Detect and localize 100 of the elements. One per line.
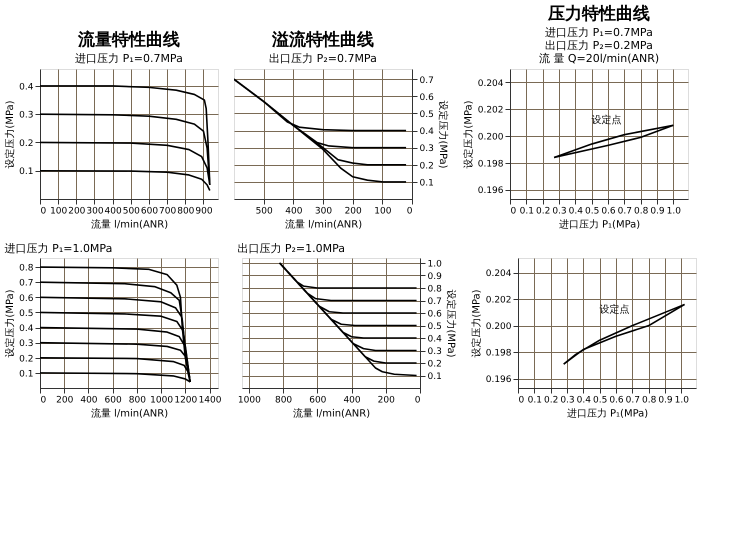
x-tick-label: 300 [314,206,332,216]
x-tick-label: 900 [195,206,213,216]
x-tick-label: 0.2 [536,206,550,216]
x-tick-label: 0 [406,206,413,216]
x-tick-label: 600 [104,396,122,406]
chart-title: 溢流特性曲线 [271,30,374,50]
x-axis-title: 流量 l/min(ANR) [90,408,168,420]
x-tick-label: 200 [68,206,86,216]
x-tick-label: 1400 [198,396,222,406]
x-tick-label: 0.1 [528,396,542,406]
y2-tick-label: 0.7 [428,297,442,307]
x-tick-label: 800 [128,396,146,406]
text: 出口压力 P₂=0.2MPa [545,39,653,52]
x-tick-label: 0.6 [609,396,624,406]
x-tick-label: 0.2 [544,396,558,406]
y2-tick-label: 0.3 [420,144,434,154]
x-tick-label: 0.8 [642,396,657,406]
x-tick-label: 1200 [174,396,198,406]
y-axis-title: 设定压力(MPa) [4,100,16,169]
y-tick-label: 0.202 [486,296,512,306]
y-tick-label: 0.6 [19,294,34,304]
x-tick-label: 0 [40,206,46,216]
y2-tick-label: 0.1 [420,178,434,188]
y2-axis-title: 设定压力(MPa) [444,289,457,358]
y2-tick-label: 0.4 [428,334,442,344]
y2-tick-label: 1.0 [428,260,442,270]
y-tick-label: 0.2 [19,354,34,364]
y2-tick-label: 0.6 [420,92,434,103]
y-tick-label: 0.2 [19,138,34,149]
chart-title: 压力特性曲线 [547,4,650,24]
x-tick-label: 0.5 [592,396,608,406]
x-tick-label: 0.3 [560,396,575,406]
x-tick-label: 500 [122,206,140,216]
y2-tick-label: 0.6 [428,310,442,320]
x-tick-label: 1000 [238,396,262,406]
y2-tick-label: 0.4 [420,127,434,138]
y-tick-label: 0.5 [19,308,34,319]
text: 进口压力 P₁=0.7MPa [545,26,653,39]
chart-subtitle: 出口压力 P₂=0.7MPa [269,52,377,65]
x-tick-label: 0.7 [626,396,640,406]
x-tick-label: 0 [518,396,524,406]
x-tick-label: 0.9 [658,396,673,406]
y2-tick-label: 0.2 [420,161,434,172]
x-tick-label: 1.0 [674,396,690,406]
x-tick-label: 1000 [150,396,174,406]
x-axis-title: 流量 l/min(ANR) [90,218,168,230]
x-tick-label: 600 [140,206,158,216]
y-tick-label: 0.196 [478,186,504,196]
y-tick-label: 0.4 [19,82,34,92]
x-tick-label: 600 [309,396,327,406]
chart-subtitle: 进口压力 P₁=1.0MPa [4,242,112,255]
y-axis-title: 设定压力(MPa) [462,100,475,169]
y2-tick-label: 0.5 [428,322,442,332]
y-tick-label: 0.1 [19,369,34,380]
x-tick-label: 0 [510,206,516,216]
y2-tick-label: 0.2 [428,360,442,370]
y-tick-label: 0.7 [19,278,34,289]
y2-tick-label: 0.8 [428,284,442,294]
y-axis-title: 设定压力(MPa) [4,289,16,358]
x-tick-label: 0.4 [568,206,584,216]
x-axis-title: 流量 l/min(ANR) [292,408,370,420]
x-tick-label: 800 [177,206,195,216]
y-tick-label: 0.8 [19,264,34,274]
x-tick-label: 0.3 [552,206,567,216]
x-tick-label: 400 [104,206,122,216]
y2-axis-title: 设定压力(MPa) [436,100,449,169]
y2-tick-label: 0.3 [428,347,442,357]
text: 流 量 Q=20l/min(ANR) [538,52,660,65]
chart-subtitle: 出口压力 P₂=1.0MPa [237,242,346,255]
y-tick-label: 0.204 [478,78,504,89]
x-tick-label: 0.8 [634,206,649,216]
x-tick-label: 400 [285,206,303,216]
x-axis-title: 进口压力 P₁(MPa) [566,408,648,420]
x-tick-label: 100 [50,206,68,216]
x-axis-title: 进口压力 P₁(MPa) [558,218,640,230]
y-tick-label: 0.200 [478,132,504,143]
x-axis-title: 流量 l/min(ANR) [284,218,362,230]
x-tick-label: 800 [274,396,292,406]
y-tick-label: 0.204 [486,269,512,280]
y2-tick-label: 0.5 [420,110,434,120]
x-tick-label: 700 [159,206,176,216]
x-tick-label: 0.9 [650,206,665,216]
x-tick-label: 0 [40,396,46,406]
x-tick-label: 0 [414,396,421,406]
x-tick-label: 200 [344,206,362,216]
y-axis-title: 设定压力(MPa) [470,289,483,358]
y-tick-label: 0.4 [19,324,34,334]
x-tick-label: 500 [256,206,274,216]
y-tick-label: 0.200 [486,322,512,332]
x-tick-label: 100 [374,206,392,216]
x-tick-label: 200 [378,396,396,406]
x-tick-label: 200 [56,396,74,406]
y-tick-label: 0.1 [19,167,34,178]
chart-subtitle: 进口压力 P₁=0.7MPa [75,52,183,65]
y-tick-label: 0.196 [486,375,512,386]
y-tick-label: 0.198 [478,159,504,170]
x-tick-label: 0.5 [584,206,600,216]
x-tick-label: 300 [86,206,104,216]
x-tick-label: 0.4 [576,396,592,406]
x-tick-label: 400 [80,396,98,406]
